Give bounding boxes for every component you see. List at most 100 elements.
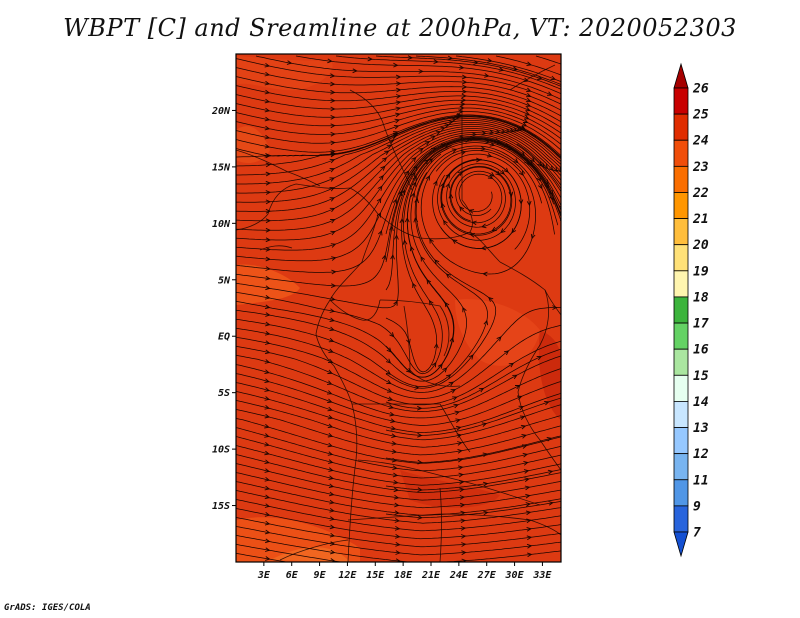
- streamline-arrow: [480, 146, 487, 151]
- streamline-arrow: [512, 66, 518, 71]
- streamline-arrow: [552, 305, 558, 310]
- streamline-arrow: [431, 361, 437, 368]
- streamline-arrow: [395, 558, 401, 562]
- streamline: [236, 325, 561, 399]
- lon-tick-label: 15E: [366, 570, 385, 581]
- streamline-arrow: [327, 398, 333, 403]
- streamline-arrow: [385, 369, 392, 375]
- streamline-arrow: [482, 481, 489, 487]
- streamline-arrow: [265, 556, 271, 561]
- streamline-arrow: [461, 79, 468, 85]
- streamline-arrow: [547, 469, 554, 475]
- streamline-arrow: [457, 457, 464, 463]
- streamline-arrow: [460, 518, 466, 524]
- streamline-arrow: [524, 477, 530, 482]
- streamline-arrow: [380, 165, 386, 171]
- grads-credit: GrADS: IGES/COLA: [4, 603, 91, 613]
- border-line: [357, 459, 541, 506]
- streamline-arrow: [529, 157, 536, 163]
- streamline-arrow: [522, 452, 529, 458]
- streamline-arrow: [434, 259, 440, 265]
- streamline-arrow: [378, 175, 384, 181]
- streamline-arrow: [459, 495, 466, 500]
- streamline-arrow: [524, 485, 531, 491]
- streamline-arrow: [394, 234, 399, 240]
- streamline-arrow: [329, 207, 336, 213]
- streamline-arrow: [453, 403, 459, 409]
- streamline-arrow: [264, 304, 271, 310]
- streamline-arrow: [327, 406, 333, 412]
- streamline-arrow: [264, 476, 271, 482]
- streamline-arrow: [461, 558, 467, 562]
- streamline-arrow: [391, 441, 398, 446]
- streamline-arrow: [265, 247, 271, 252]
- colorbar-box: [673, 165, 689, 193]
- streamline: [236, 128, 561, 231]
- streamline-arrow: [384, 150, 390, 156]
- streamline-arrow: [459, 206, 465, 212]
- streamline-arrow: [417, 515, 423, 520]
- streamline-arrow: [468, 209, 475, 214]
- streamline-arrow: [433, 59, 439, 65]
- streamline-arrow: [392, 472, 399, 478]
- streamline-arrow: [331, 256, 337, 261]
- lon-tick-label: 33E: [532, 570, 552, 581]
- streamline: [385, 137, 561, 263]
- streamline-arrow: [377, 185, 383, 191]
- streamline-arrow: [520, 424, 527, 430]
- streamline-arrow: [552, 167, 558, 173]
- streamline-arrow: [460, 510, 466, 516]
- streamline-arrow: [459, 487, 465, 493]
- longitude-axis: 3E 6E 9E 12E 15E 18E 21E 24E 27E 30E 33E: [257, 562, 552, 581]
- streamline-arrow: [264, 468, 271, 473]
- colorbar-box: [673, 322, 689, 350]
- streamline-arrow: [521, 122, 528, 127]
- streamline-arrow: [445, 273, 452, 279]
- streamline-arrow: [393, 124, 400, 130]
- streamline-arrow: [449, 336, 455, 343]
- streamline-arrow: [264, 295, 271, 300]
- streamline-arrow: [328, 483, 335, 489]
- streamline-arrow: [396, 87, 402, 93]
- colorbar-label: 14: [693, 395, 709, 410]
- streamline-arrow: [330, 219, 336, 224]
- latitude-axis: 20N 15N 10N 5N EQ 5S 10S 15S: [211, 106, 236, 512]
- streamline-arrow: [481, 223, 487, 229]
- streamline: [236, 172, 488, 387]
- streamline: [415, 55, 561, 85]
- streamline-arrow: [328, 459, 334, 464]
- streamline-arrow: [327, 423, 334, 429]
- streamline-arrow: [482, 271, 488, 277]
- streamline-arrow: [558, 205, 561, 208]
- colorbar-label: 20: [692, 238, 709, 253]
- colorbar-label: 26: [692, 82, 709, 97]
- streamline-arrow: [451, 239, 458, 245]
- streamline-arrow: [523, 115, 530, 120]
- streamline-arrow: [392, 465, 398, 471]
- streamline: [236, 103, 561, 140]
- streamline-arrow: [400, 189, 406, 196]
- streamline-arrow: [329, 308, 336, 313]
- streamline-arrow: [393, 62, 399, 68]
- streamline: [236, 340, 561, 406]
- streamline-arrow: [389, 411, 395, 417]
- colorbar-label: 13: [693, 421, 709, 436]
- streamline-arrow: [264, 378, 270, 383]
- lon-tick-label: 27E: [477, 570, 497, 581]
- streamline-arrow: [527, 552, 533, 558]
- field-patch: [400, 470, 500, 508]
- streamline-arrow: [264, 413, 271, 419]
- streamline-arrow: [329, 73, 336, 79]
- streamline-arrow: [445, 173, 451, 179]
- colorbar-box: [673, 113, 689, 141]
- streamline-arrow: [426, 278, 432, 285]
- streamline-arrow: [546, 436, 553, 442]
- streamline-arrow: [376, 212, 381, 218]
- streamline-arrow: [394, 518, 401, 523]
- lat-tick-label: EQ: [218, 332, 230, 343]
- streamline-arrow: [329, 326, 335, 332]
- streamline-arrow: [484, 73, 490, 78]
- streamline-arrow: [525, 102, 532, 107]
- streamline-arrow: [452, 396, 458, 401]
- map-frame: [235, 53, 562, 563]
